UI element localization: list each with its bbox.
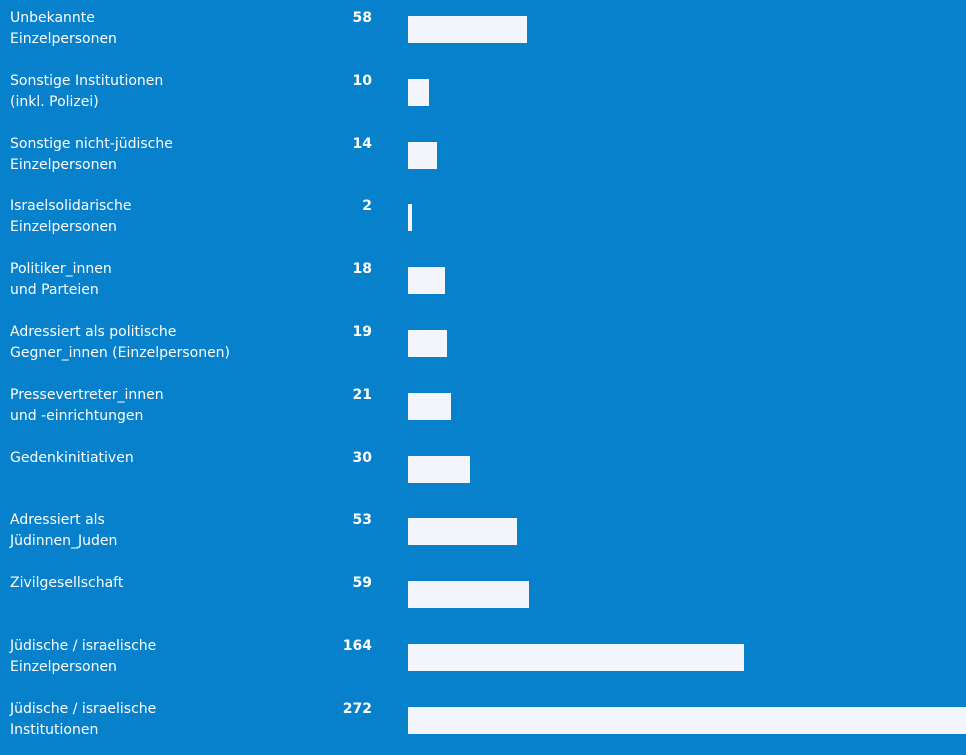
value-label: 19: [352, 324, 372, 340]
category-label: Jüdische / israelische Einzelpersonen: [10, 638, 157, 675]
bar: [408, 78, 429, 106]
category-label: Adressiert als Jüdinnen_Juden: [10, 512, 118, 550]
category-label: Gedenkinitiativen: [10, 449, 134, 466]
value-label: 10: [352, 72, 372, 89]
bar: [408, 330, 447, 357]
bar-row: Jüdische / israelische Institutionen 272: [0, 699, 966, 755]
value-label: 164: [342, 638, 372, 654]
value-label: 14: [352, 135, 372, 152]
bar: [408, 706, 966, 734]
bar-chart: Unbekannte Einzelpersonen 58 Sonstige Inst…: [0, 8, 966, 738]
category-label: Sonstige Institutionen (inkl. Polizei): [10, 72, 164, 110]
value-label: 2: [362, 198, 372, 215]
category-label: Israelsolidarische Einzelpersonen: [10, 198, 132, 236]
category-label: Sonstige nicht-jüdische Einzelpersonen: [10, 135, 173, 173]
category-label: Politiker_innen und Parteien: [10, 261, 112, 299]
bar: [408, 392, 452, 420]
bar-row: Unbekannte Einzelpersonen 58: [0, 8, 966, 64]
category-label: Zivilgesellschaft: [10, 575, 124, 592]
value-label: 272: [342, 700, 372, 717]
bar: [408, 644, 745, 671]
bar-row: Sonstige Institutionen (inkl. Polizei) 10: [0, 71, 966, 127]
category-label: Jüdische / israelische Institutionen: [10, 700, 157, 738]
bar-row: Gedenkinitiativen 30: [0, 448, 966, 504]
bar-row: Adressiert als politische Gegner_innen (…: [0, 322, 966, 378]
bar: [408, 455, 470, 483]
value-label: 21: [352, 386, 372, 403]
bar-row: Pressevertreter_innen und -einrichtungen…: [0, 385, 966, 441]
bar: [408, 141, 437, 169]
bar-row: Israelsolidarische Einzelpersonen 2: [0, 196, 966, 252]
value-label: 30: [352, 449, 372, 466]
bar: [408, 267, 445, 295]
category-label: Pressevertreter_innen und -einrichtungen: [10, 386, 164, 424]
bar-row: Zivilgesellschaft 59: [0, 573, 966, 629]
bar: [408, 518, 517, 546]
bar: [408, 581, 530, 609]
bar: [408, 16, 527, 43]
bar-row: Jüdische / israelische Einzelpersonen 164: [0, 636, 966, 692]
value-label: 58: [352, 10, 372, 26]
value-label: 59: [352, 575, 372, 592]
value-label: 53: [352, 512, 372, 529]
bar-row: Politiker_innen und Parteien 18: [0, 259, 966, 315]
bar-row: Sonstige nicht-jüdische Einzelpersonen 14: [0, 134, 966, 190]
category-label: Unbekannte Einzelpersonen: [10, 10, 117, 47]
bar: [408, 204, 413, 232]
bar-row: Adressiert als Jüdinnen_Juden 53: [0, 510, 966, 566]
value-label: 18: [352, 261, 372, 278]
category-label: Adressiert als politische Gegner_innen (…: [10, 324, 231, 361]
